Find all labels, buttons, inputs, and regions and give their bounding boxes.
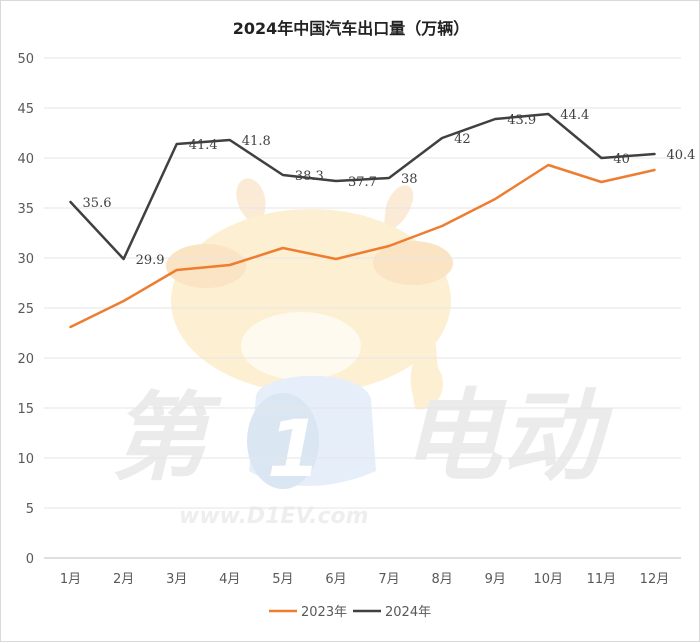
chart-title: 2024年中国汽车出口量（万辆） [233,19,470,38]
data-label: 38 [401,172,418,187]
data-label: 40.4 [666,148,695,163]
x-tick-label: 6月 [325,572,346,587]
x-axis: 1月 2月 3月 4月 5月 6月 7月 8月 9月 10月 11月 12月 [60,572,669,587]
x-tick-label: 9月 [485,572,506,587]
x-tick-label: 5月 [272,572,293,587]
x-tick-label: 4月 [219,572,240,587]
watermark-char-2: 电动 [401,378,613,495]
y-tick-label: 35 [17,202,34,217]
legend-item-2023[interactable]: 2023年 [269,605,347,620]
legend-label: 2024年 [385,605,431,620]
svg-text:1: 1 [267,405,321,495]
y-tick-label: 15 [17,402,34,417]
d1ev-watermark-logo: 第 1 电动 www.D1EV.com [111,178,613,529]
y-tick-label: 25 [17,302,34,317]
y-tick-label: 40 [17,152,34,167]
x-tick-label: 11月 [587,572,617,587]
x-tick-label: 3月 [166,572,187,587]
y-axis: 0 5 10 15 20 25 30 35 40 45 50 [17,52,34,567]
y-tick-label: 5 [26,502,34,517]
x-tick-label: 8月 [431,572,452,587]
data-label: 35.6 [83,196,112,211]
data-label: 38.3 [295,169,324,184]
y-tick-label: 20 [17,352,34,367]
legend-item-2024[interactable]: 2024年 [353,605,431,620]
data-label: 37.7 [348,175,377,190]
y-tick-label: 45 [17,102,34,117]
data-label: 41.8 [242,134,271,149]
data-label: 41.4 [189,138,218,153]
x-tick-label: 2月 [113,572,134,587]
data-label: 42 [454,132,471,147]
data-label: 40 [613,152,630,167]
x-tick-label: 7月 [378,572,399,587]
x-tick-label: 10月 [534,572,564,587]
x-tick-label: 12月 [640,572,670,587]
y-tick-label: 0 [26,552,34,567]
y-tick-label: 30 [17,252,34,267]
data-label: 29.9 [136,253,165,268]
data-label: 43.9 [507,113,536,128]
legend[interactable]: 2023年 2024年 [269,605,431,620]
x-tick-label: 1月 [60,572,81,587]
data-label: 44.4 [560,108,589,123]
y-tick-label: 50 [17,52,34,67]
legend-label: 2023年 [301,605,347,620]
watermark-char-1: 第 [111,382,222,494]
y-tick-label: 10 [17,452,34,467]
